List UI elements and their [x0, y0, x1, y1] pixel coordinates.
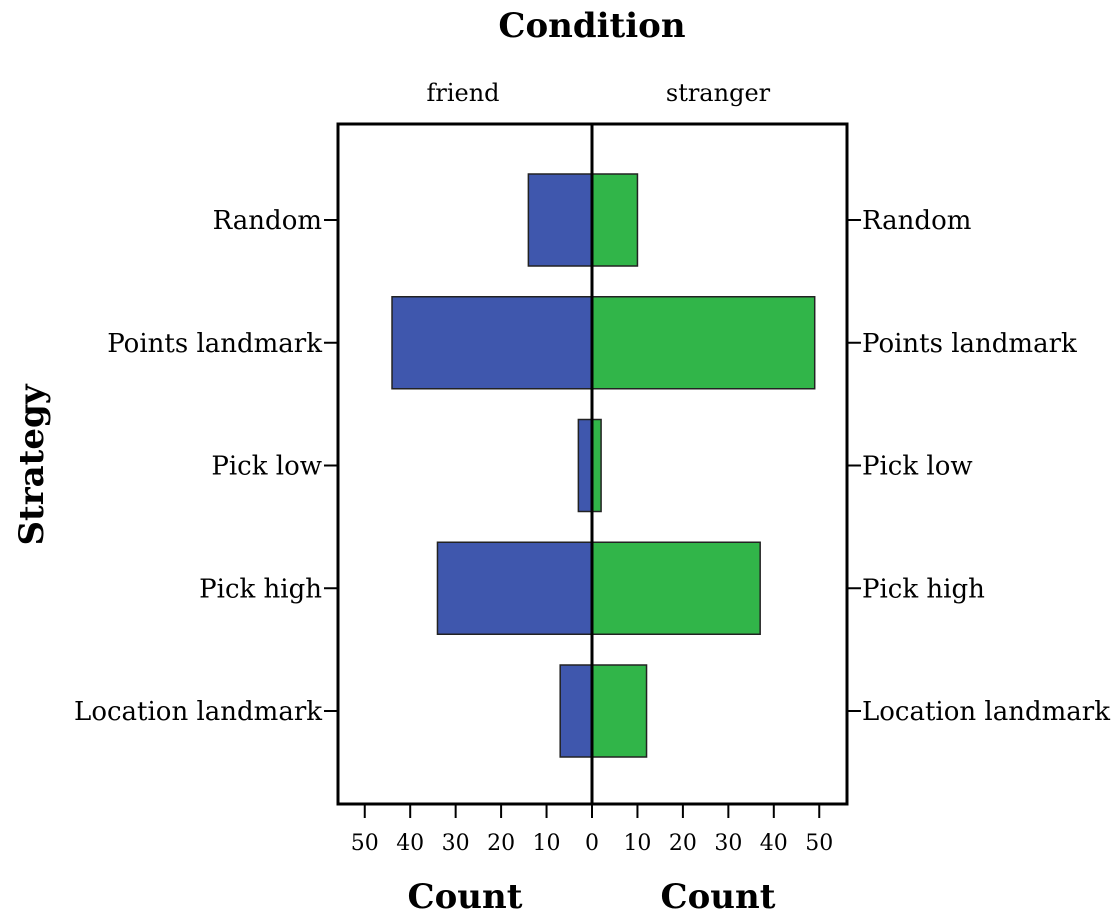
- panel-label-stranger: stranger: [666, 79, 771, 107]
- bar-friend-random: [527, 173, 593, 267]
- category-label-left-pick-low: Pick low: [211, 452, 322, 482]
- x-axis-title-left: Count: [408, 877, 523, 917]
- x-tick-label-left-30: 30: [442, 831, 470, 856]
- category-label-left-random: Random: [213, 206, 322, 236]
- category-label-right-pick-low: Pick low: [862, 452, 973, 482]
- x-tick-label-left-20: 20: [487, 831, 515, 856]
- category-label-left-points-landmark: Points landmark: [107, 329, 322, 359]
- x-tick-label-right-10: 10: [623, 831, 651, 856]
- x-tick-label-right-50: 50: [805, 831, 833, 856]
- panel-label-friend: friend: [426, 79, 499, 107]
- y-axis-title: Strategy: [12, 383, 52, 545]
- bar-stranger-location-landmark: [591, 664, 648, 758]
- bar-stranger-pick-high: [591, 541, 761, 635]
- bar-friend-pick-low: [577, 418, 593, 513]
- category-label-right-pick-high: Pick high: [862, 574, 985, 604]
- category-label-right-random: Random: [862, 206, 971, 236]
- x-tick-label-left-40: 40: [396, 831, 424, 856]
- bar-friend-points-landmark: [391, 296, 593, 390]
- bar-stranger-points-landmark: [591, 296, 816, 390]
- bar-friend-location-landmark: [559, 664, 593, 758]
- category-label-right-points-landmark: Points landmark: [862, 329, 1077, 359]
- x-axis-title-right: Count: [661, 877, 776, 917]
- bar-stranger-random: [591, 173, 639, 267]
- x-tick-label-right-20: 20: [669, 831, 697, 856]
- x-tick-label-right-30: 30: [714, 831, 742, 856]
- x-tick-label-right-40: 40: [760, 831, 788, 856]
- x-tick-label-left-0: 0: [585, 831, 599, 856]
- category-label-left-location-landmark: Location landmark: [74, 697, 322, 727]
- x-tick-label-left-50: 50: [351, 831, 379, 856]
- bar-friend-pick-high: [436, 541, 593, 635]
- x-tick-label-left-10: 10: [533, 831, 561, 856]
- category-label-left-pick-high: Pick high: [199, 574, 322, 604]
- chart-title: Condition: [498, 6, 685, 46]
- category-label-right-location-landmark: Location landmark: [862, 697, 1110, 727]
